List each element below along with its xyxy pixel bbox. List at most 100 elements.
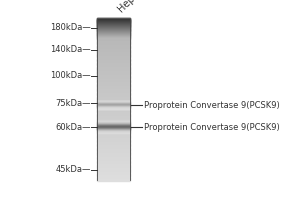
Bar [97, 106, 130, 107]
Bar [97, 138, 130, 139]
Bar [97, 165, 130, 167]
Bar [97, 104, 130, 105]
Bar [97, 124, 130, 125]
Bar [97, 18, 130, 19]
Bar [97, 33, 130, 35]
Bar [97, 178, 130, 180]
Bar [97, 31, 130, 32]
Bar [97, 176, 130, 177]
Bar [97, 79, 130, 80]
Bar [97, 22, 130, 23]
Bar [97, 62, 130, 63]
Bar [97, 35, 130, 36]
Bar [97, 33, 130, 34]
Bar [97, 127, 130, 129]
Bar [97, 68, 130, 70]
Bar [97, 85, 130, 87]
Bar [97, 73, 130, 74]
Bar [97, 26, 130, 27]
Bar [97, 160, 130, 161]
Bar [97, 59, 130, 61]
Bar [97, 178, 130, 179]
Bar [97, 162, 130, 163]
Bar [97, 84, 130, 86]
Bar [97, 102, 130, 104]
Bar [97, 34, 130, 36]
Bar [97, 27, 130, 28]
Bar [97, 139, 130, 140]
Bar [97, 63, 130, 65]
Bar [97, 20, 130, 21]
Bar [97, 128, 130, 129]
Bar [97, 52, 130, 53]
Bar [97, 90, 130, 91]
Bar [97, 164, 130, 165]
Bar [97, 38, 130, 40]
Bar [97, 135, 130, 136]
Bar [97, 26, 130, 27]
Bar [97, 161, 130, 163]
Bar [97, 169, 130, 171]
Bar [97, 112, 130, 113]
Bar [97, 49, 130, 50]
Bar [97, 28, 130, 29]
Bar [97, 93, 130, 95]
Bar [97, 67, 130, 68]
Bar [97, 36, 130, 38]
Bar [97, 23, 130, 24]
Bar [97, 122, 130, 123]
Bar [97, 107, 130, 108]
Bar [97, 23, 130, 24]
Bar [97, 131, 130, 132]
Bar [97, 97, 130, 98]
Bar [97, 136, 130, 138]
Bar [97, 143, 130, 144]
Bar [97, 71, 130, 72]
Bar [97, 149, 130, 151]
Bar [97, 122, 130, 124]
Bar [97, 102, 130, 103]
Bar [97, 123, 130, 125]
Bar [97, 20, 130, 21]
Bar [97, 20, 130, 21]
Text: HepG2: HepG2 [116, 0, 146, 14]
Bar [97, 84, 130, 85]
Bar [97, 43, 130, 44]
Bar [97, 101, 130, 102]
Bar [97, 23, 130, 24]
Bar [97, 99, 130, 100]
Bar [97, 33, 130, 34]
Bar [97, 121, 130, 122]
Text: 140kDa—: 140kDa— [50, 46, 91, 54]
Bar [97, 141, 130, 142]
Bar [97, 58, 130, 60]
Bar [97, 145, 130, 146]
Bar [97, 109, 130, 110]
Bar [97, 94, 130, 95]
Bar [97, 69, 130, 70]
Bar [97, 125, 130, 126]
Bar [97, 144, 130, 145]
Bar [97, 154, 130, 155]
Bar [97, 96, 130, 97]
Bar [97, 74, 130, 75]
Bar [97, 103, 130, 104]
Bar [97, 31, 130, 32]
Bar [97, 34, 130, 35]
Bar [97, 114, 130, 116]
Bar [97, 42, 130, 44]
Bar [97, 19, 130, 20]
Bar [97, 150, 130, 151]
Bar [97, 120, 130, 121]
Bar [97, 148, 130, 149]
Text: 180kDa—: 180kDa— [50, 23, 91, 32]
Bar [97, 175, 130, 176]
Bar [97, 118, 130, 120]
Bar [97, 25, 130, 26]
Bar [97, 103, 130, 104]
Bar [97, 33, 130, 34]
Bar [97, 58, 130, 59]
Bar [97, 35, 130, 36]
Bar [97, 107, 130, 108]
Bar [97, 21, 130, 22]
